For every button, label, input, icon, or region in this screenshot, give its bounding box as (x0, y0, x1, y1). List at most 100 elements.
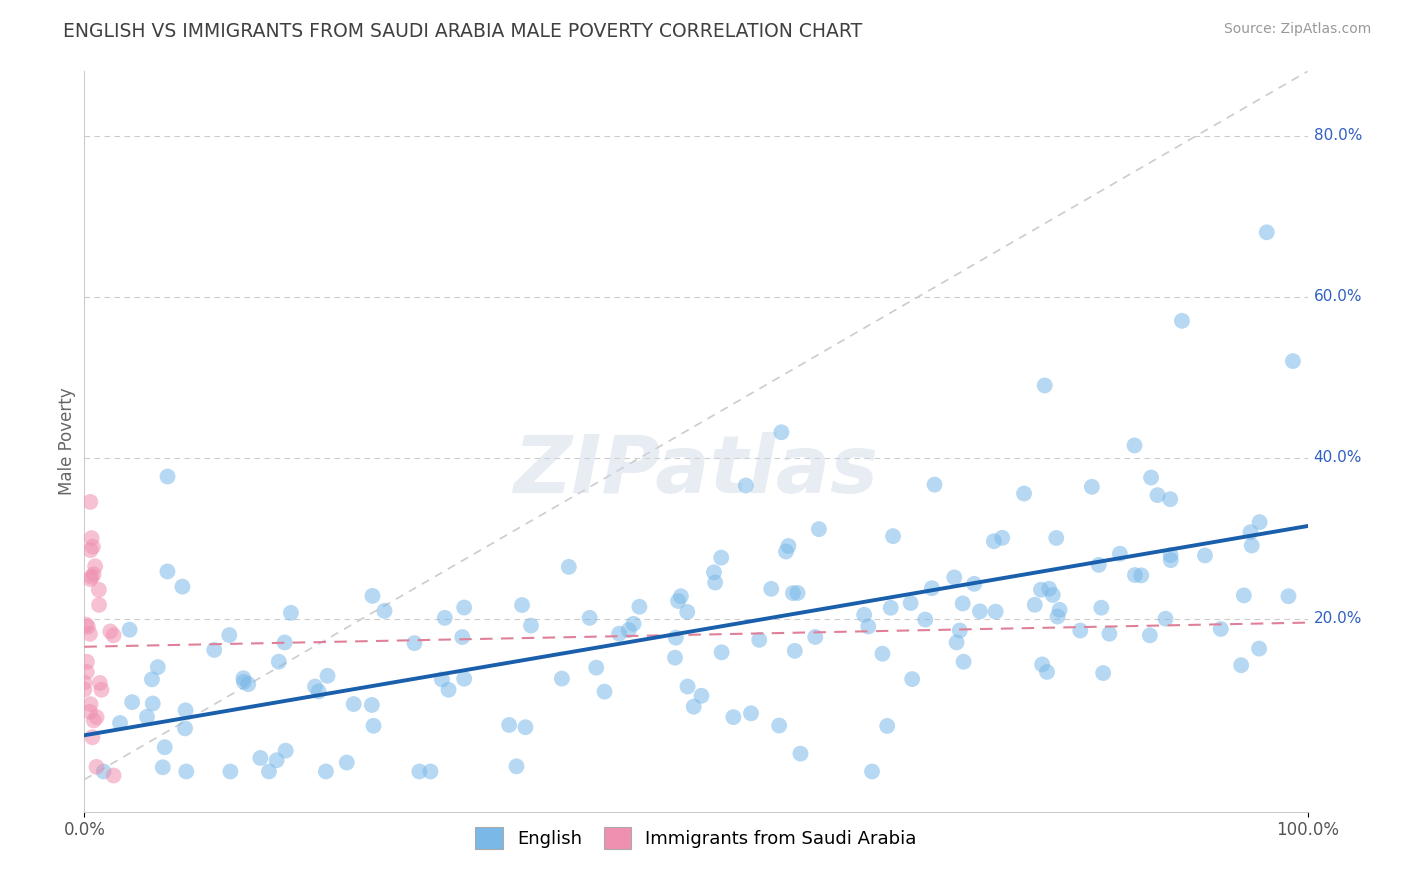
Point (703, 566, 725, 580)
Point (267, 655, 290, 669)
Point (1045, 531, 1067, 545)
Point (943, 570, 966, 584)
Point (75, 617, 97, 632)
Text: Source: ZipAtlas.com: Source: ZipAtlas.com (1223, 22, 1371, 37)
Point (84, 559, 107, 574)
Point (304, 680, 326, 694)
Point (1038, 582, 1060, 596)
Point (1024, 598, 1046, 612)
Point (1256, 225, 1278, 239)
Point (87, 582, 110, 597)
Point (1092, 666, 1115, 681)
Point (1233, 588, 1256, 602)
Point (83, 567, 105, 582)
Point (983, 534, 1005, 549)
Point (336, 756, 359, 770)
Point (1171, 314, 1194, 328)
Point (1031, 657, 1053, 672)
Point (807, 522, 830, 536)
Point (1282, 354, 1305, 368)
Point (82, 540, 104, 554)
Point (1154, 612, 1177, 626)
Legend: English, Immigrants from Saudi Arabia: English, Immigrants from Saudi Arabia (467, 818, 925, 858)
Point (1012, 486, 1035, 500)
Point (969, 604, 991, 618)
Point (86, 710, 108, 724)
Point (218, 628, 240, 642)
Point (770, 425, 793, 440)
Point (87, 598, 110, 612)
Point (1239, 525, 1261, 540)
Point (98, 624, 121, 639)
Point (373, 604, 395, 618)
Point (280, 606, 302, 620)
Point (515, 720, 537, 734)
Text: 40.0%: 40.0% (1313, 450, 1362, 465)
Point (1160, 553, 1182, 567)
Point (453, 600, 475, 615)
Point (1090, 600, 1112, 615)
Point (1123, 438, 1146, 452)
Point (786, 586, 808, 600)
Point (141, 673, 163, 687)
Point (79, 705, 101, 719)
Point (142, 697, 165, 711)
Point (945, 635, 967, 649)
Point (761, 582, 783, 596)
Point (1230, 658, 1253, 673)
Point (1033, 378, 1056, 392)
Text: 20.0%: 20.0% (1313, 611, 1362, 626)
Point (202, 643, 225, 657)
Text: ENGLISH VS IMMIGRANTS FROM SAUDI ARABIA MALE POVERTY CORRELATION CHART: ENGLISH VS IMMIGRANTS FROM SAUDI ARABIA … (63, 22, 862, 41)
Point (90, 682, 112, 697)
Point (361, 589, 384, 603)
Point (433, 611, 456, 625)
Point (83, 714, 105, 728)
Point (921, 581, 943, 595)
Point (1029, 582, 1052, 597)
Point (249, 751, 271, 765)
Point (949, 624, 972, 638)
Point (76, 665, 98, 679)
Point (704, 575, 727, 590)
Point (952, 655, 974, 669)
Point (558, 560, 581, 574)
Point (623, 616, 645, 631)
Point (665, 631, 688, 645)
Point (551, 672, 574, 686)
Point (872, 647, 894, 661)
Point (498, 718, 520, 732)
Point (510, 598, 533, 612)
Point (156, 565, 179, 579)
Point (666, 594, 689, 608)
Point (682, 699, 704, 714)
Point (1240, 539, 1263, 553)
Point (1160, 548, 1182, 562)
Point (316, 669, 339, 683)
Point (174, 703, 197, 717)
Point (991, 531, 1014, 545)
Point (79, 543, 101, 558)
Point (578, 611, 600, 625)
Point (690, 689, 713, 703)
Point (710, 550, 733, 565)
Point (93, 764, 115, 779)
Point (963, 577, 986, 591)
Point (1087, 558, 1109, 572)
Point (1146, 488, 1168, 502)
Point (174, 722, 197, 736)
Point (308, 684, 330, 698)
Point (232, 674, 254, 689)
Point (734, 478, 756, 492)
Point (740, 706, 762, 721)
Point (804, 630, 827, 644)
Point (676, 680, 699, 694)
Point (789, 747, 811, 761)
Point (710, 645, 733, 659)
Point (984, 605, 1007, 619)
Point (108, 716, 131, 731)
Point (103, 628, 125, 642)
Point (451, 630, 474, 644)
Point (1139, 628, 1161, 642)
Point (876, 719, 898, 733)
